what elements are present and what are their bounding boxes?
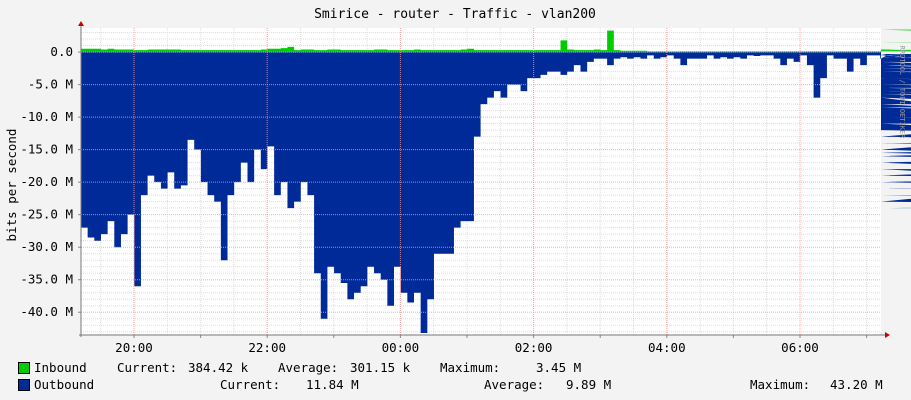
watermark: RRDTOOL / TOBI OETIKER	[898, 46, 906, 140]
inbound-current-label: Current:	[117, 360, 178, 375]
y-tick-label: -25.0 M	[20, 207, 73, 222]
y-tick-label: -5.0 M	[28, 77, 73, 92]
x-axis-arrow	[885, 332, 890, 338]
inbound-maximum-label: Maximum:	[440, 360, 501, 375]
y-tick-label: -30.0 M	[20, 239, 73, 254]
inbound-maximum-value: 3.45 M	[536, 360, 582, 375]
outbound-current-value: 11.84 M	[306, 377, 359, 392]
x-tick-label: 02:00	[515, 340, 553, 355]
outbound-average-label: Average:	[484, 377, 545, 392]
y-tick-label: -10.0 M	[20, 109, 73, 124]
inbound-current-value: 384.42 k	[188, 360, 249, 375]
y-tick-label: -40.0 M	[20, 304, 73, 319]
y-tick-label: 0.0	[50, 44, 73, 59]
y-tick-label: -15.0 M	[20, 142, 73, 157]
inbound-average-value: 301.15 k	[350, 360, 411, 375]
outbound-swatch	[18, 379, 30, 391]
inbound-swatch	[18, 362, 30, 374]
x-tick-label: 04:00	[648, 340, 686, 355]
x-tick-label: 20:00	[115, 340, 153, 355]
outbound-maximum-label: Maximum:	[750, 377, 811, 392]
x-tick-label: 06:00	[781, 340, 819, 355]
x-tick-label: 00:00	[382, 340, 420, 355]
chart-title: Smirice - router - Traffic - vlan200	[314, 7, 596, 22]
x-tick-label: 22:00	[248, 340, 286, 355]
outbound-average-value: 9.89 M	[566, 377, 612, 392]
outbound-area	[81, 52, 911, 334]
y-axis-arrow	[78, 21, 84, 26]
inbound-name: Inbound	[34, 360, 87, 375]
inbound-average-label: Average:	[278, 360, 339, 375]
outbound-maximum-value: 43.20 M	[830, 377, 883, 392]
y-axis-label: bits per second	[4, 129, 19, 242]
y-tick-label: -20.0 M	[20, 174, 73, 189]
y-tick-label: -35.0 M	[20, 272, 73, 287]
outbound-current-label: Current:	[220, 377, 281, 392]
inbound-area	[81, 29, 911, 53]
outbound-name: Outbound	[34, 377, 95, 392]
